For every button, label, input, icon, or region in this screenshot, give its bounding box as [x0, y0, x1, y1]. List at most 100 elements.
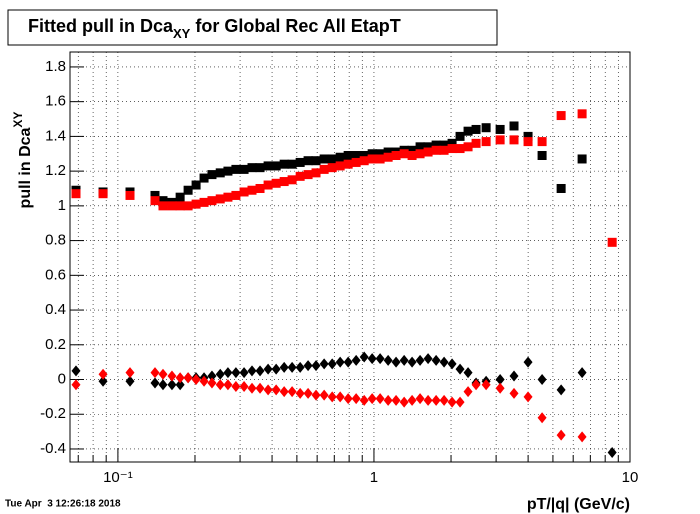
diamond-marker: [231, 380, 241, 392]
diamond-marker: [191, 374, 201, 386]
diamond-marker: [207, 377, 217, 389]
diamond-marker: [577, 367, 587, 379]
diamond-marker: [509, 370, 519, 382]
diamond-marker: [175, 372, 185, 384]
x-tick-label: 10⁻¹: [103, 469, 133, 486]
y-axis-label: pull in DcaXY: [11, 112, 34, 209]
diamond-marker: [303, 360, 313, 372]
diamond-marker: [263, 363, 273, 375]
diamond-marker: [255, 365, 265, 377]
square-marker: [399, 149, 409, 159]
x-tick-label: 1: [370, 469, 378, 486]
square-marker: [523, 131, 533, 141]
square-marker: [431, 145, 441, 155]
diamond-marker: [303, 387, 313, 399]
square-marker: [231, 190, 241, 200]
square-marker: [509, 135, 519, 145]
square-marker: [577, 109, 587, 119]
title-box: [7, 9, 498, 46]
square-marker: [343, 150, 353, 160]
square-marker: [311, 156, 321, 166]
diamond-marker: [158, 368, 168, 380]
square-marker: [247, 185, 257, 195]
diamond-marker: [343, 393, 353, 405]
square-marker: [303, 156, 313, 166]
title-main: Fitted pull in Dca: [28, 16, 174, 36]
square-marker: [207, 170, 217, 180]
diamond-marker: [375, 393, 385, 405]
square-marker: [263, 161, 273, 171]
diamond-marker: [335, 391, 345, 403]
square-marker: [191, 180, 201, 190]
diamond-marker: [495, 382, 505, 394]
square-marker: [158, 201, 168, 211]
square-marker: [150, 190, 160, 200]
diamond-marker: [471, 379, 481, 391]
diamond-marker: [287, 361, 297, 373]
square-marker: [407, 145, 417, 155]
square-marker: [447, 138, 457, 148]
diamond-marker: [335, 356, 345, 368]
square-marker: [327, 154, 337, 164]
diamond-marker: [207, 370, 217, 382]
square-marker: [607, 237, 617, 247]
diamond-marker: [183, 372, 193, 384]
square-marker: [207, 196, 217, 206]
y-tick-label: 0.2: [45, 336, 66, 353]
square-marker: [375, 154, 385, 164]
square-marker: [367, 154, 377, 164]
diamond-marker: [295, 387, 305, 399]
square-marker: [231, 164, 241, 174]
diamond-marker: [391, 394, 401, 406]
diamond-marker: [537, 412, 547, 424]
diamond-marker: [98, 368, 108, 380]
diamond-marker: [255, 382, 265, 394]
square-marker: [537, 150, 547, 160]
title-sub: XY: [173, 26, 191, 41]
timestamp: Tue Apr 3 12:26:18 2018: [5, 499, 121, 510]
square-marker: [415, 142, 425, 152]
square-marker: [431, 140, 441, 150]
diamond-marker: [463, 367, 473, 379]
square-marker: [175, 201, 185, 211]
diamond-marker: [447, 396, 457, 408]
square-marker: [175, 192, 185, 202]
y-tick-label: 1.2: [45, 162, 66, 179]
diamond-marker: [239, 367, 249, 379]
square-marker: [495, 135, 505, 145]
diamond-marker: [199, 375, 209, 387]
square-marker: [167, 201, 177, 211]
diamond-marker: [431, 354, 441, 366]
diamond-marker: [391, 356, 401, 368]
diamond-marker: [231, 367, 241, 379]
x-axis-label: pT/|q| (GeV/c): [527, 496, 630, 513]
square-marker: [71, 189, 81, 199]
diamond-marker: [577, 431, 587, 443]
square-marker: [271, 178, 281, 188]
square-marker: [423, 142, 433, 152]
y-tick-label: 1.8: [45, 58, 66, 75]
square-marker: [577, 154, 587, 164]
diamond-marker: [125, 375, 135, 387]
square-marker: [223, 192, 233, 202]
diamond-marker: [311, 389, 321, 401]
square-marker: [556, 183, 566, 193]
square-marker: [351, 150, 361, 160]
square-marker: [295, 157, 305, 167]
square-marker: [255, 163, 265, 173]
square-marker: [523, 137, 533, 147]
square-marker: [343, 159, 353, 169]
y-tick-label: 0.4: [45, 301, 66, 318]
square-marker: [495, 124, 505, 134]
square-marker: [125, 190, 135, 200]
diamond-marker: [556, 429, 566, 441]
diamond-marker: [431, 394, 441, 406]
square-marker: [303, 170, 313, 180]
diamond-marker: [523, 356, 533, 368]
square-marker: [463, 142, 473, 152]
square-marker: [439, 145, 449, 155]
square-marker: [247, 163, 257, 173]
diamond-marker: [439, 394, 449, 406]
